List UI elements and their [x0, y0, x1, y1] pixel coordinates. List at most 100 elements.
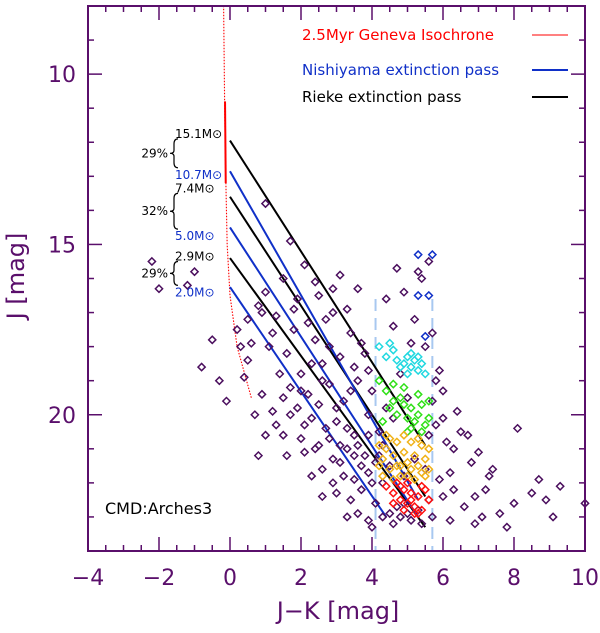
star-field	[299, 260, 310, 270]
star-field	[189, 267, 200, 277]
star-red-bin	[413, 508, 423, 519]
star-red-bin	[395, 481, 406, 491]
star-field	[232, 324, 242, 335]
star-field	[427, 396, 438, 406]
star-field	[310, 277, 320, 287]
star-field	[434, 474, 445, 485]
star-orange-bin	[406, 464, 416, 474]
star-green-bin	[413, 389, 423, 399]
star-field	[377, 512, 388, 522]
star-field	[328, 478, 338, 488]
star-field	[271, 311, 281, 321]
star-field	[278, 393, 288, 403]
star-field	[243, 355, 253, 365]
star-field	[282, 450, 292, 461]
star-field	[257, 389, 267, 399]
star-field	[388, 321, 398, 331]
x-tick-label: −4	[72, 566, 104, 591]
star-field	[328, 307, 338, 318]
star-green-bin	[424, 413, 434, 423]
star-field	[445, 515, 455, 526]
star-field	[342, 423, 352, 434]
star-orange-bin	[402, 457, 413, 468]
annotation-rieke-mass-1: 15.1M⊙	[175, 127, 222, 141]
star-field	[296, 369, 306, 379]
isochrone-upper-segment	[224, 101, 227, 184]
star-field	[346, 386, 356, 396]
star-green-bin	[374, 376, 384, 386]
star-field	[267, 328, 278, 338]
star-green-bin	[385, 403, 395, 413]
star-orange-bin	[388, 450, 398, 461]
star-field	[527, 488, 537, 498]
star-field	[381, 294, 391, 304]
star-field	[356, 485, 367, 495]
star-field	[466, 457, 477, 468]
y-tick-label: 20	[48, 404, 76, 429]
star-field	[306, 413, 317, 423]
star-cyan-bin	[406, 362, 416, 372]
mass-annotations: 29% 15.1M⊙ 10.7M⊙ 32% 7.4M⊙ 5.0M⊙ 29% 2.9M⊙ 2.0M…	[141, 127, 222, 299]
star-field	[434, 365, 445, 376]
star-orange-bin	[374, 440, 384, 451]
star-field	[285, 410, 296, 420]
star-field	[296, 386, 306, 396]
star-field	[353, 376, 363, 386]
star-field	[257, 307, 267, 318]
star-field	[328, 454, 338, 464]
star-field	[441, 437, 452, 447]
star-field	[154, 284, 164, 294]
star-field	[448, 485, 459, 495]
star-orange-bin	[406, 437, 416, 447]
star-field	[331, 403, 342, 413]
star-orange-bin	[381, 444, 391, 454]
star-green-bin	[413, 410, 423, 420]
star-orange-bin	[417, 467, 427, 478]
nishiyama-pass-3	[229, 286, 388, 518]
star-cyan-bin	[385, 338, 395, 348]
isochrone-layer	[223, 5, 252, 398]
star-green-bin	[409, 416, 420, 427]
star-field	[271, 420, 281, 430]
star-field	[314, 290, 324, 301]
star-orange-bin	[377, 471, 388, 481]
star-orange-bin	[424, 444, 434, 454]
star-orange-bin	[399, 447, 409, 457]
star-field	[278, 430, 288, 440]
star-field	[292, 403, 303, 413]
star-field	[502, 522, 512, 532]
star-green-bin	[388, 396, 398, 406]
rieke-pass-2	[229, 196, 427, 498]
star-field	[473, 447, 484, 457]
star-field	[424, 430, 434, 440]
star-field	[335, 352, 345, 362]
y-tick-label: 10	[48, 63, 76, 88]
legend: 2.5Myr Geneva Isochrone Nishiyama extinct…	[302, 26, 568, 106]
star-field	[363, 430, 374, 440]
star-markers	[147, 198, 590, 532]
star-blue-bin	[420, 331, 430, 342]
star-field	[324, 433, 335, 444]
star-orange-bin	[381, 430, 391, 440]
star-field	[424, 256, 434, 267]
star-field	[278, 273, 288, 284]
x-tick-label: 6	[436, 566, 450, 591]
star-field	[456, 427, 466, 437]
star-field	[385, 461, 395, 471]
star-field	[317, 491, 327, 502]
star-cyan-bin	[406, 348, 416, 359]
star-field	[356, 338, 367, 348]
star-field	[356, 461, 367, 471]
annotation-nishiyama-mass-2: 5.0M⊙	[175, 229, 215, 243]
star-field	[374, 427, 384, 437]
star-field	[239, 372, 249, 382]
star-orange-bin	[420, 454, 430, 464]
star-field	[338, 471, 349, 481]
star-green-bin	[417, 399, 427, 410]
star-field	[253, 301, 264, 311]
star-field	[246, 338, 256, 348]
star-field	[509, 498, 519, 508]
x-tick-label: 0	[223, 566, 237, 591]
star-field	[299, 447, 310, 457]
star-orange-bin	[409, 474, 420, 485]
